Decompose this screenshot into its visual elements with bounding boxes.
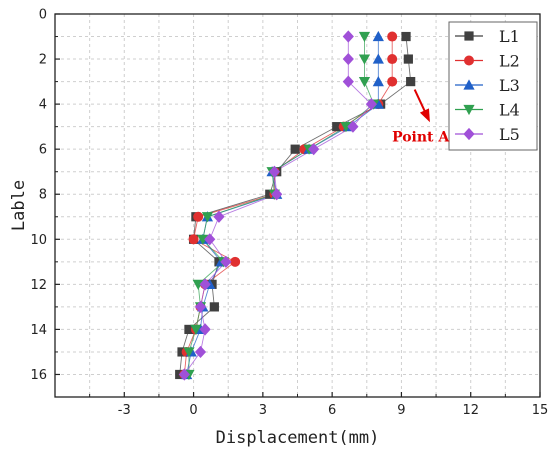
point-l1 [290,144,300,154]
annotation-point-a: Point A [392,89,450,146]
y-tick-label: 14 [30,323,47,338]
point-l1 [406,76,416,87]
y-tick-label: 6 [39,143,47,158]
series-line-l1 [179,36,412,375]
point-l5 [194,345,207,359]
point-l5 [347,120,359,133]
axis-ticks: -3 0 3 6 9 12 15 0 2 4 6 8 10 12 14 16 [30,8,548,419]
point-l5 [365,98,378,111]
y-tick-label: 2 [39,53,47,68]
point-l4 [340,122,352,133]
y-tick-label: 16 [30,368,47,383]
legend-marker-l3 [463,79,475,90]
y-tick-label: 10 [30,233,47,248]
point-l2 [230,256,241,267]
point-l4 [201,212,214,223]
point-l5 [342,30,354,43]
series-line-l5 [183,36,373,375]
point-l1 [403,54,413,64]
point-l1 [184,324,194,335]
annotation-label: Point A [392,130,450,146]
point-l2 [387,76,398,87]
point-l5 [268,165,281,178]
y-axis-title: Lable [9,180,29,231]
y-tick-label: 4 [39,98,47,113]
legend-label-l3: L3 [499,76,520,95]
point-l3 [372,75,384,87]
x-tick-label: 6 [328,403,336,418]
point-l5 [178,368,190,381]
point-l4 [358,31,371,43]
point-l2 [387,54,398,65]
y-tick-label: 8 [39,188,47,203]
series-line-l4 [188,36,375,375]
series-line-l3 [186,36,379,375]
point-l2 [193,211,204,222]
point-l4 [358,76,371,88]
point-l5 [271,188,283,201]
point-l5 [194,300,207,313]
annotation-arrowhead [419,108,430,123]
point-l4 [358,54,371,65]
legend-label-l2: L2 [499,52,520,71]
series-line-l2 [183,36,393,375]
legend-marker-l4 [463,104,475,116]
series-lines [179,36,412,375]
point-l5 [199,323,211,336]
x-tick-label: 15 [532,403,549,418]
x-axis-title: Displacement(mm) [216,428,380,448]
series-markers [175,30,416,381]
point-l1 [332,122,342,132]
legend-label-l4: L4 [499,101,520,120]
point-l4 [183,347,195,358]
point-l3 [372,30,384,42]
point-l5 [220,255,232,268]
x-tick-label: 9 [397,403,405,418]
x-tick-label: 0 [189,403,197,418]
legend-label-l1: L1 [499,27,520,46]
point-l5 [199,278,211,291]
y-tick-label: 12 [30,278,47,293]
legend-box [448,21,538,151]
point-l5 [204,233,216,246]
legend-label-l5: L5 [499,125,520,144]
point-l2 [188,234,199,245]
legend-marker-l2 [464,55,474,66]
point-l2 [387,31,398,42]
x-tick-label: 3 [259,403,267,418]
y-tick-label: 0 [39,8,47,23]
point-l1 [401,31,411,42]
x-tick-label: -3 [118,403,131,418]
legend: L1 L2 L3 L4 L5 [448,21,538,151]
point-l3 [372,53,384,64]
point-l4 [190,324,202,336]
point-l5 [342,75,354,88]
point-l4 [197,234,209,245]
legend-marker-l5 [463,127,475,141]
point-l4 [192,279,204,290]
point-l5 [308,143,320,156]
point-l5 [342,52,354,66]
point-l1 [209,302,219,312]
x-tick-label: 12 [462,403,479,418]
legend-marker-l1 [464,31,474,41]
point-l5 [213,210,225,223]
